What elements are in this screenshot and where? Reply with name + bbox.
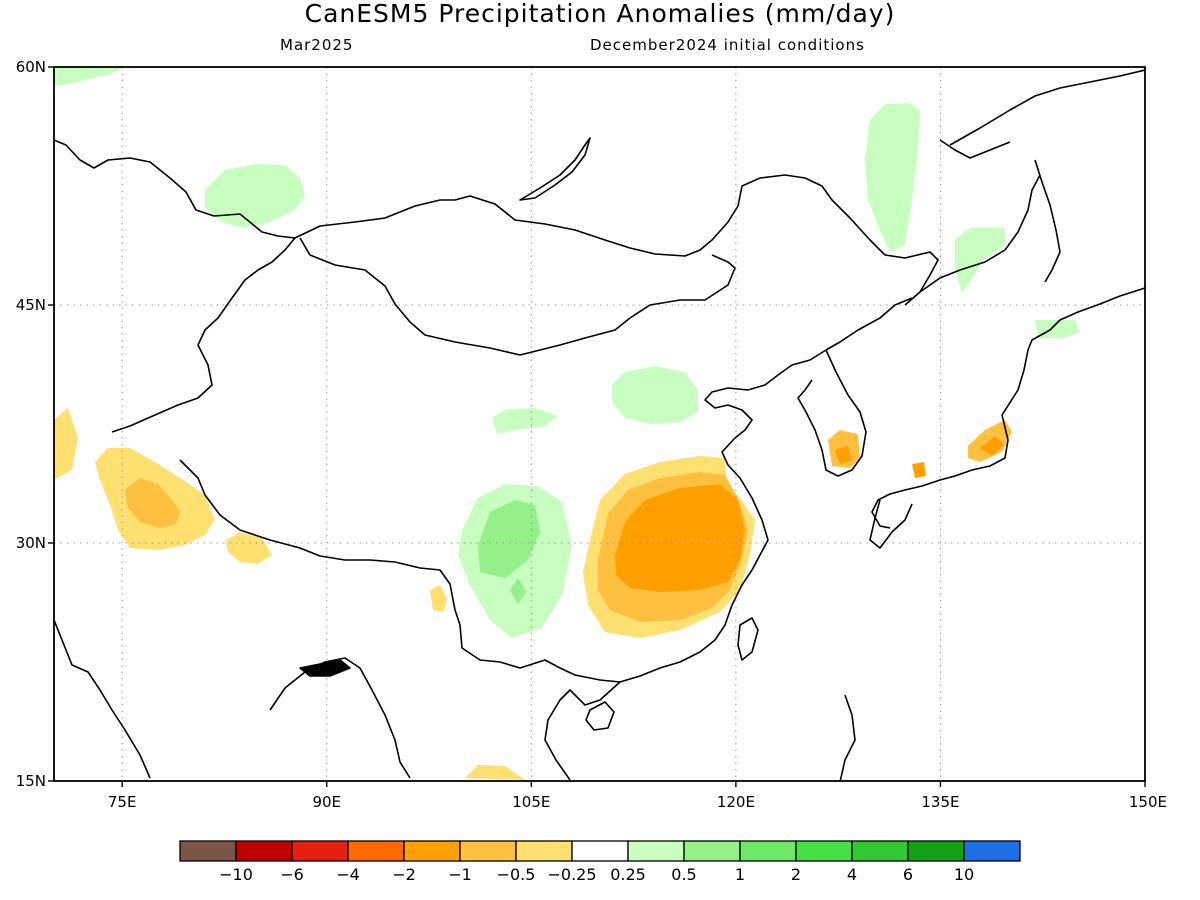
map-title: CanESM5 Precipitation Anomalies (mm/day) <box>305 0 896 28</box>
plot-frame <box>53 66 1146 782</box>
coastlines-and-borders <box>54 69 1145 781</box>
colorbar-swatch <box>235 840 293 862</box>
japan-north <box>1001 287 1145 416</box>
colorbar-label: 0.5 <box>671 865 696 884</box>
colorbar-swatch <box>627 840 685 862</box>
dry-anomaly-nepal <box>226 532 272 564</box>
longitude-labels: 75E 90E 105E 120E 135E 150E <box>108 781 1167 811</box>
colorbar-label: −0.25 <box>547 865 596 884</box>
wet-anomaly-hokkaido <box>1035 320 1080 338</box>
colorbar-swatch <box>571 840 629 862</box>
colorbar-label: −10 <box>219 865 253 884</box>
wet-anomaly-sichuan-core <box>478 500 540 578</box>
forecast-month: Mar2025 <box>280 36 353 54</box>
philippines <box>839 694 856 781</box>
kamchatka-coast <box>949 69 1145 146</box>
colorbar-swatch <box>907 840 965 862</box>
colorbar-labels: −10 −6 −4 −2 −1 −0.5 −0.25 0.25 0.5 1 2 4 6 10 <box>219 865 974 884</box>
dry-anomaly-indochina <box>465 765 525 780</box>
colorbar <box>179 840 1021 862</box>
lon-label: 90E <box>312 793 341 811</box>
wet-anomaly-manchuria <box>865 103 920 252</box>
colorbar-swatch <box>851 840 909 862</box>
lon-label: 135E <box>921 793 959 811</box>
colorbar-label: 2 <box>791 865 801 884</box>
colorbar-swatch <box>459 840 517 862</box>
lon-label: 120E <box>717 793 755 811</box>
aleutian-north <box>939 139 1011 159</box>
colorbar-label: −1 <box>448 865 472 884</box>
japan-shikoku-kyushu <box>869 499 913 549</box>
wet-anomaly-primorye <box>955 228 1005 292</box>
colorbar-swatch <box>403 840 461 862</box>
caspian-aral <box>54 139 296 239</box>
lake-baikal <box>519 137 591 201</box>
india-coast <box>54 619 151 779</box>
colorbar-label: 1 <box>735 865 745 884</box>
latitude-labels: 60N 45N 30N 15N <box>16 58 54 790</box>
dry-anomaly-korea-core <box>835 446 852 464</box>
colorbar-swatch <box>963 840 1021 862</box>
dry-anomaly-japan-core <box>980 436 1004 456</box>
korea-peninsula <box>797 349 867 477</box>
dry-anomaly-myanmar <box>430 585 447 612</box>
colorbar-label: 6 <box>903 865 913 884</box>
okhotsk-coast <box>919 174 1041 293</box>
graticule <box>54 67 1145 781</box>
indochina-coast <box>544 681 621 781</box>
dry-anomaly-japan-west <box>912 462 926 478</box>
lat-label: 60N <box>16 58 46 76</box>
colorbar-swatch <box>739 840 797 862</box>
anomaly-shading <box>54 67 1080 780</box>
kazakhstan-border <box>111 237 296 433</box>
colorbar-swatch <box>795 840 853 862</box>
hainan <box>585 701 615 731</box>
dry-anomaly-himalaya-mid <box>125 478 180 528</box>
lat-label: 45N <box>16 296 46 314</box>
bay-of-bengal <box>269 657 411 779</box>
lon-label: 75E <box>108 793 137 811</box>
lon-label: 105E <box>512 793 550 811</box>
colorbar-label: −4 <box>336 865 360 884</box>
wet-anomaly-loess <box>492 408 558 434</box>
lat-label: 15N <box>16 772 46 790</box>
china-east-coast <box>619 297 913 683</box>
initial-conditions-label: December2024 initial conditions <box>590 36 865 54</box>
dry-anomaly-south-china-core <box>615 484 745 592</box>
colorbar-swatch <box>683 840 741 862</box>
mongolia-border <box>299 237 736 356</box>
wet-anomaly-kazakhstan <box>205 164 305 228</box>
colorbar-swatch <box>347 840 405 862</box>
taiwan <box>737 617 759 661</box>
colorbar-swatch <box>179 840 237 862</box>
dry-anomaly-pakistan-north <box>54 408 78 480</box>
colorbar-label: 10 <box>954 865 974 884</box>
lon-label: 150E <box>1129 793 1167 811</box>
colorbar-label: −0.5 <box>497 865 536 884</box>
colorbar-label: −6 <box>280 865 304 884</box>
colorbar-label: −2 <box>392 865 416 884</box>
colorbar-swatch <box>291 840 349 862</box>
china-south-border <box>179 459 621 683</box>
russia-china-border <box>294 174 939 306</box>
sakhalin <box>1034 159 1061 283</box>
sri-lanka-ganges-delta <box>299 659 351 677</box>
wet-anomaly-north-china <box>612 366 698 424</box>
colorbar-swatch <box>515 840 573 862</box>
japan-honshu <box>871 414 1009 529</box>
lat-label: 30N <box>16 534 46 552</box>
colorbar-label: 0.25 <box>610 865 646 884</box>
colorbar-label: 4 <box>847 865 857 884</box>
wet-anomaly-nw-top <box>54 67 125 86</box>
wet-anomaly-sichuan-spot <box>510 578 526 604</box>
